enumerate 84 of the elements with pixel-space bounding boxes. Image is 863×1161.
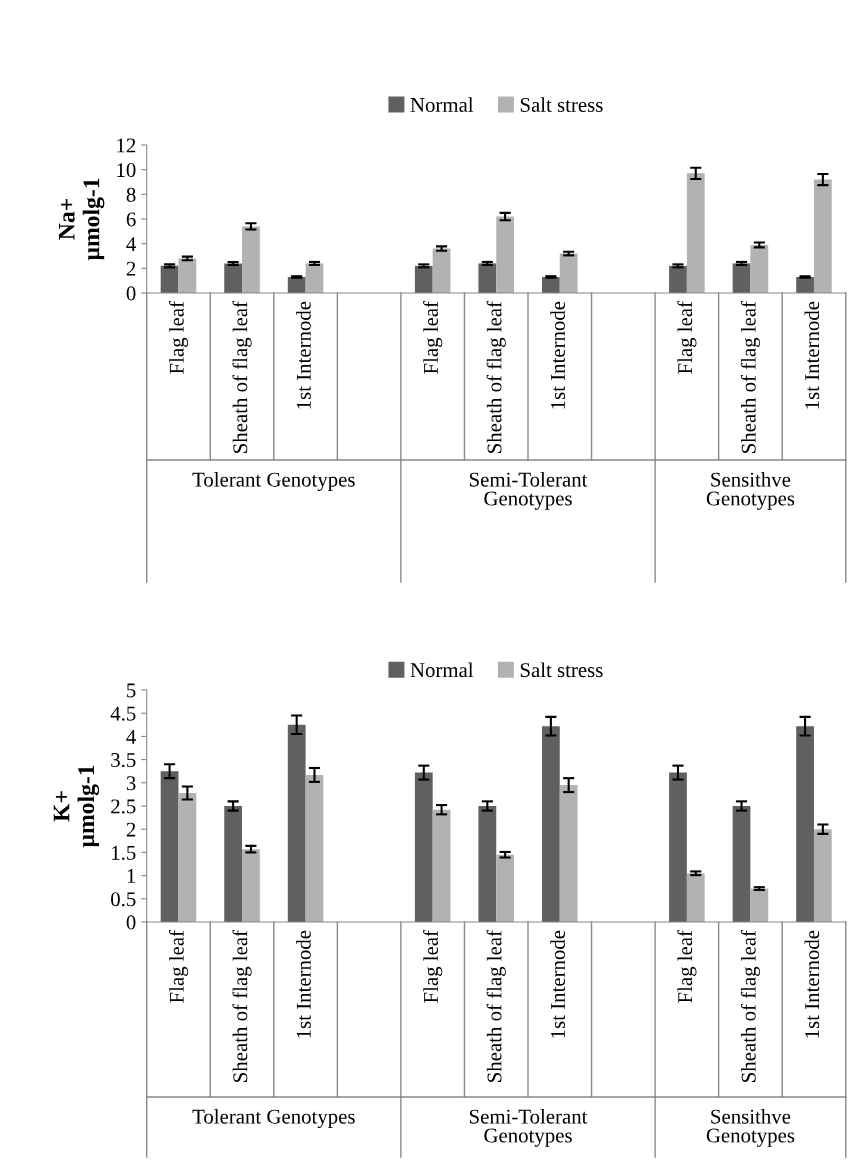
bar xyxy=(432,248,451,293)
bar xyxy=(178,793,197,922)
y-tick-label: 4.5 xyxy=(110,706,136,721)
bar xyxy=(732,263,751,293)
x-tick-label: Sheath of flag leaf xyxy=(232,301,252,453)
bar xyxy=(224,806,243,922)
y-tick-label: 12 xyxy=(117,138,136,153)
y-tick-label: 2.5 xyxy=(111,799,136,814)
bar xyxy=(496,854,515,922)
x-tick-label: 1st Internode xyxy=(804,301,820,409)
bar xyxy=(813,829,832,922)
x-tick-label: 1st Internode xyxy=(550,301,565,409)
bar xyxy=(541,726,560,922)
y-tick-label: 10 xyxy=(117,163,136,178)
bar xyxy=(478,263,497,293)
bar xyxy=(242,226,260,293)
x-tick-label: Flag leaf xyxy=(423,301,443,374)
legend-label: Salt stress xyxy=(520,97,603,112)
x-tick-label: 1st Internode xyxy=(550,930,565,1038)
x-tick-label: Sheath of flag leaf xyxy=(232,930,252,1082)
text: Tolerant Genotypes xyxy=(192,472,355,491)
bar xyxy=(414,772,433,922)
bar xyxy=(559,785,578,922)
bar xyxy=(686,173,705,293)
bar xyxy=(796,726,814,922)
x-tick-label: Flag leaf xyxy=(677,301,697,374)
text: Semi-Tolerant Genotypes xyxy=(469,1109,588,1147)
bar xyxy=(305,263,324,293)
y-tick-label: 2 xyxy=(126,261,136,276)
bar xyxy=(750,888,769,922)
x-tick-label: 1st Internode xyxy=(296,930,311,1038)
y-axis-title: Na+ µmolg-1 xyxy=(58,178,105,261)
bar xyxy=(160,771,179,922)
x-tick-label: 1st Internode xyxy=(296,301,311,409)
x-tick-label: Sheath of flag leaf xyxy=(486,301,506,453)
bar xyxy=(242,849,260,922)
y-tick-label: 0.5 xyxy=(111,892,136,907)
bar xyxy=(478,806,497,922)
legend-label: Normal xyxy=(410,97,474,112)
y-tick-label: 1 xyxy=(127,869,136,883)
bar xyxy=(669,265,687,293)
bar xyxy=(160,265,179,293)
legend-label: Normal xyxy=(410,662,474,678)
bar xyxy=(224,263,243,293)
bar xyxy=(813,179,832,293)
x-tick-label: Flag leaf xyxy=(168,301,189,374)
bar xyxy=(669,772,687,922)
bar xyxy=(287,724,306,922)
y-tick-label: 5 xyxy=(127,683,136,698)
bar xyxy=(732,806,751,922)
x-tick-label: Sheath of flag leaf xyxy=(486,930,506,1082)
x-tick-label: Flag leaf xyxy=(423,930,443,1003)
text: Tolerant Genotypes xyxy=(192,1109,355,1128)
bar xyxy=(414,265,433,293)
y-tick-label: 6 xyxy=(126,212,136,227)
y-tick-label: 1.5 xyxy=(112,845,136,860)
y-tick-label: 3 xyxy=(126,776,136,791)
x-tick-label: Flag leaf xyxy=(168,930,189,1003)
y-tick-label: 0 xyxy=(126,286,136,301)
legend-label: Salt stress xyxy=(520,662,603,678)
y-tick-label: 4 xyxy=(126,729,136,744)
bar xyxy=(686,873,705,922)
bar xyxy=(750,244,769,293)
y-axis-title: K+ µmolg-1 xyxy=(53,765,100,848)
x-tick-label: Flag leaf xyxy=(677,930,697,1003)
text: Sensithve Genotypes xyxy=(706,472,795,510)
bar xyxy=(559,253,578,293)
text: Semi-Tolerant Genotypes xyxy=(469,472,588,510)
bar xyxy=(305,774,324,922)
x-tick-label: 1st Internode xyxy=(804,930,820,1038)
bar xyxy=(796,276,814,293)
y-tick-label: 4 xyxy=(126,237,136,251)
y-tick-label: 3.5 xyxy=(111,753,136,768)
text: Sensithve Genotypes xyxy=(706,1109,795,1147)
x-tick-label: Sheath of flag leaf xyxy=(740,301,760,453)
y-tick-label: 8 xyxy=(126,187,136,202)
bar xyxy=(432,809,451,922)
bar xyxy=(178,258,197,293)
y-tick-label: 0 xyxy=(126,915,136,930)
x-tick-label: Sheath of flag leaf xyxy=(740,930,760,1082)
bar xyxy=(541,276,560,293)
y-tick-label: 2 xyxy=(126,822,136,837)
bar xyxy=(496,216,515,293)
bar xyxy=(287,276,306,293)
